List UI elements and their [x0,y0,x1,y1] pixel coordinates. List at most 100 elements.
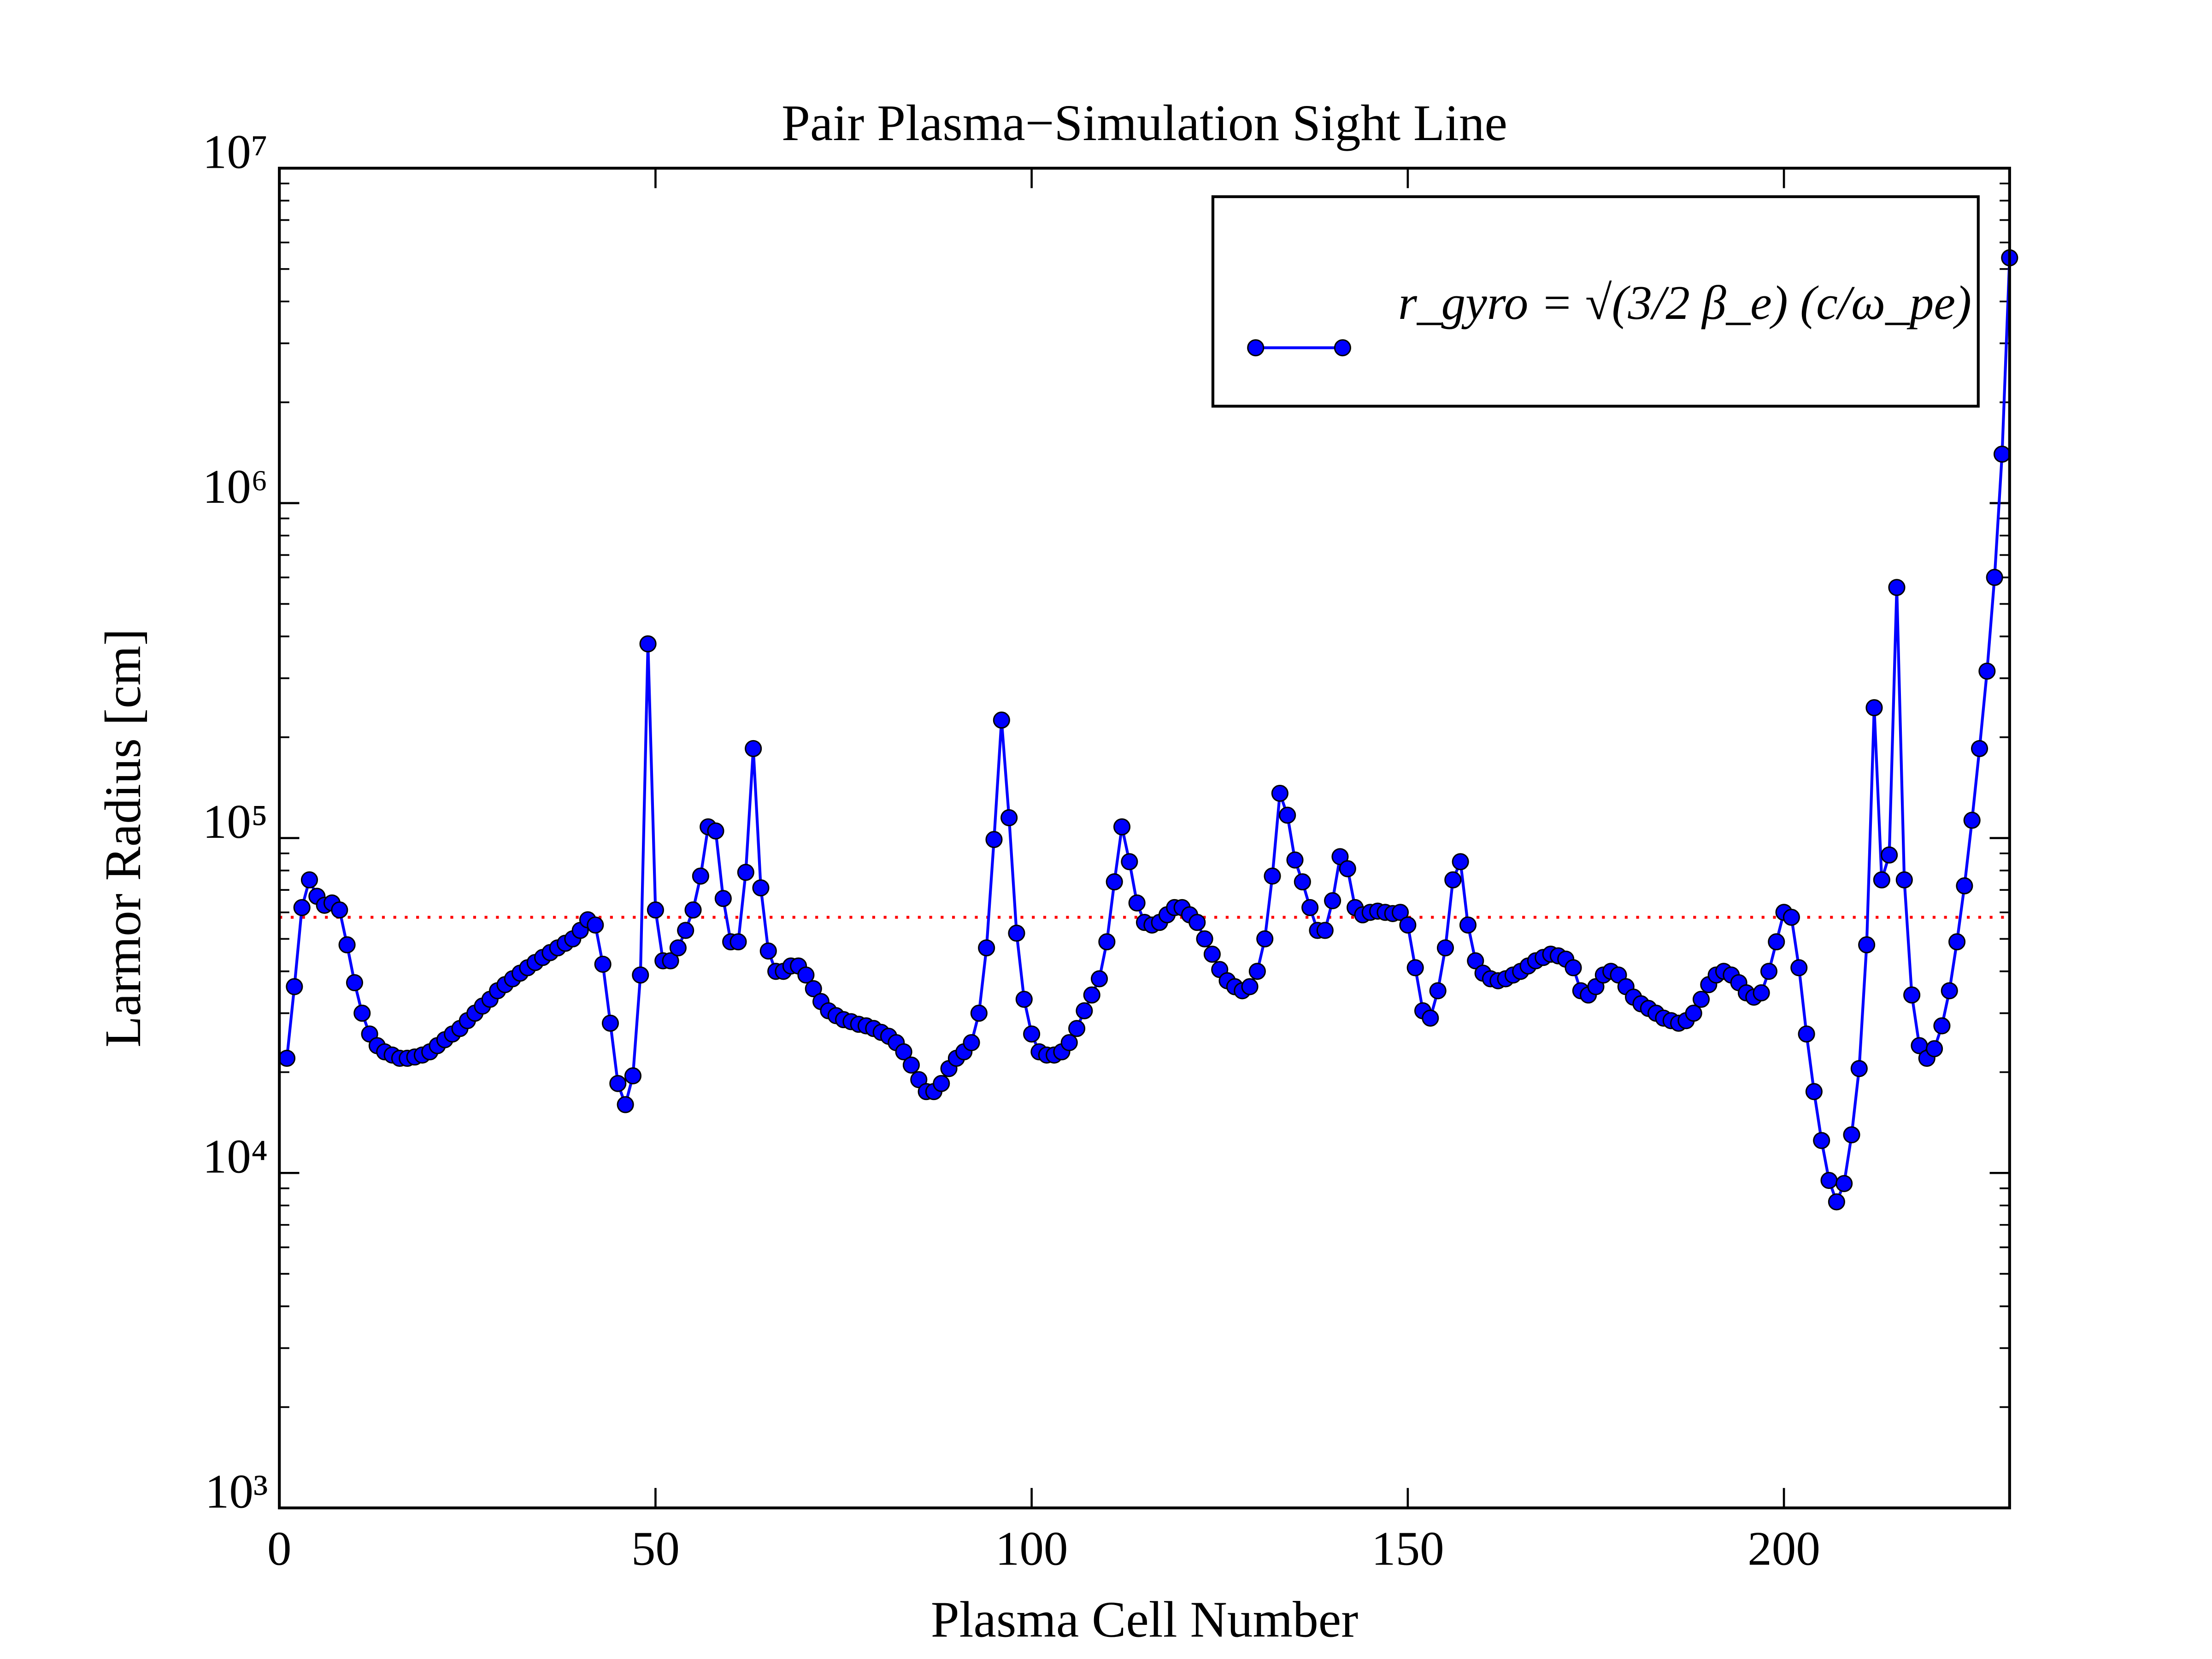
data-point [338,936,356,953]
legend-label: r_gyro = √(3/2 β_e) (c/ω_pe) [1398,276,1971,329]
data-point [1993,445,2011,463]
chart-title: Pair Plasma−Simulation Sight Line [782,95,1507,152]
data-point [1128,894,1146,912]
data-point [617,1096,634,1113]
data-point [1316,922,1334,939]
data-point [1933,1017,1951,1035]
data-point [985,831,1003,848]
data-point [1286,851,1304,869]
data-point [1783,908,1800,926]
data-point [1324,892,1341,910]
data-point [978,939,995,957]
data-point [1023,1025,1041,1043]
data-point [594,955,612,973]
data-point [1060,1034,1078,1052]
y-tick-label: 10⁶ [203,459,268,513]
data-point [993,712,1010,729]
data-point [1986,569,2003,586]
legend-box [1211,195,1980,408]
data-point [1963,812,1981,829]
data-point [1188,914,1206,931]
data-point [1331,848,1349,865]
data-point [1692,990,1710,1008]
data-point [963,1034,980,1052]
data-point [714,890,732,907]
data-point [1685,1005,1702,1022]
data-point [797,966,815,984]
data-point [1768,933,1785,951]
data-point [1941,982,1958,1000]
data-point [1113,818,1131,835]
data-point [1301,899,1319,917]
data-point [692,867,709,885]
data-point [1865,699,1883,717]
data-point [300,871,318,888]
data-point [902,1056,920,1074]
series [278,249,2018,1211]
data-point [1241,978,1259,995]
data-point [1248,963,1266,980]
data-point [293,899,311,917]
data-point [752,879,770,897]
data-point [1798,1025,1815,1043]
y-tick-label: 10³ [205,1465,268,1518]
data-point [737,864,754,881]
data-point [729,933,747,951]
data-point [933,1075,950,1092]
data-point [1459,916,1477,934]
data-point [1121,853,1138,871]
data-point [1106,873,1123,891]
y-axis-label: Larmor Radius [cm] [95,629,152,1047]
data-point [677,922,694,939]
data-point [639,635,657,653]
data-point [1000,809,1018,826]
data-point [1444,871,1462,888]
data-point [346,974,363,991]
data-point [1820,1171,1838,1189]
data-point [1279,806,1296,824]
data-point [1467,952,1484,970]
data-point [1850,1060,1868,1077]
data-point [353,1005,371,1022]
data-point [1971,740,1988,757]
data-point [1196,930,1213,947]
data-point [1076,1002,1093,1019]
data-point [609,1075,627,1092]
data-point [745,740,762,757]
data-point [1978,662,1996,680]
data-point [1858,936,1876,953]
data-point [1008,924,1025,942]
data-point [647,901,664,919]
data-point [1873,871,1890,888]
data-point [331,901,348,919]
data-point [669,939,687,957]
y-tick-label: 10⁷ [203,124,268,178]
data-point [1828,1193,1845,1211]
y-tick-label: 10⁴ [203,1130,268,1183]
data-point [278,1049,296,1067]
data-point [1805,1083,1823,1100]
data-point [1956,877,1973,894]
data-point [1256,930,1274,947]
legend-marker [1334,339,1351,357]
data-point [684,901,702,919]
data-point [1436,939,1454,957]
data-point [1895,871,1913,888]
data-point [1091,970,1108,988]
data-point [632,966,649,984]
data-point [1790,959,1808,977]
data-point [1813,1132,1830,1149]
data-point [1429,982,1447,1000]
x-tick-label: 100 [995,1521,1068,1575]
y-tick-label: 10⁵ [203,794,268,848]
data-point [1068,1020,1086,1037]
data-point [1098,933,1116,951]
data-point [1015,990,1033,1008]
data-point [662,952,679,970]
data-point [1422,1009,1439,1027]
data-point [1881,846,1898,864]
data-point [1264,867,1281,885]
data-point [1406,959,1424,977]
legend-marker [1247,339,1265,357]
